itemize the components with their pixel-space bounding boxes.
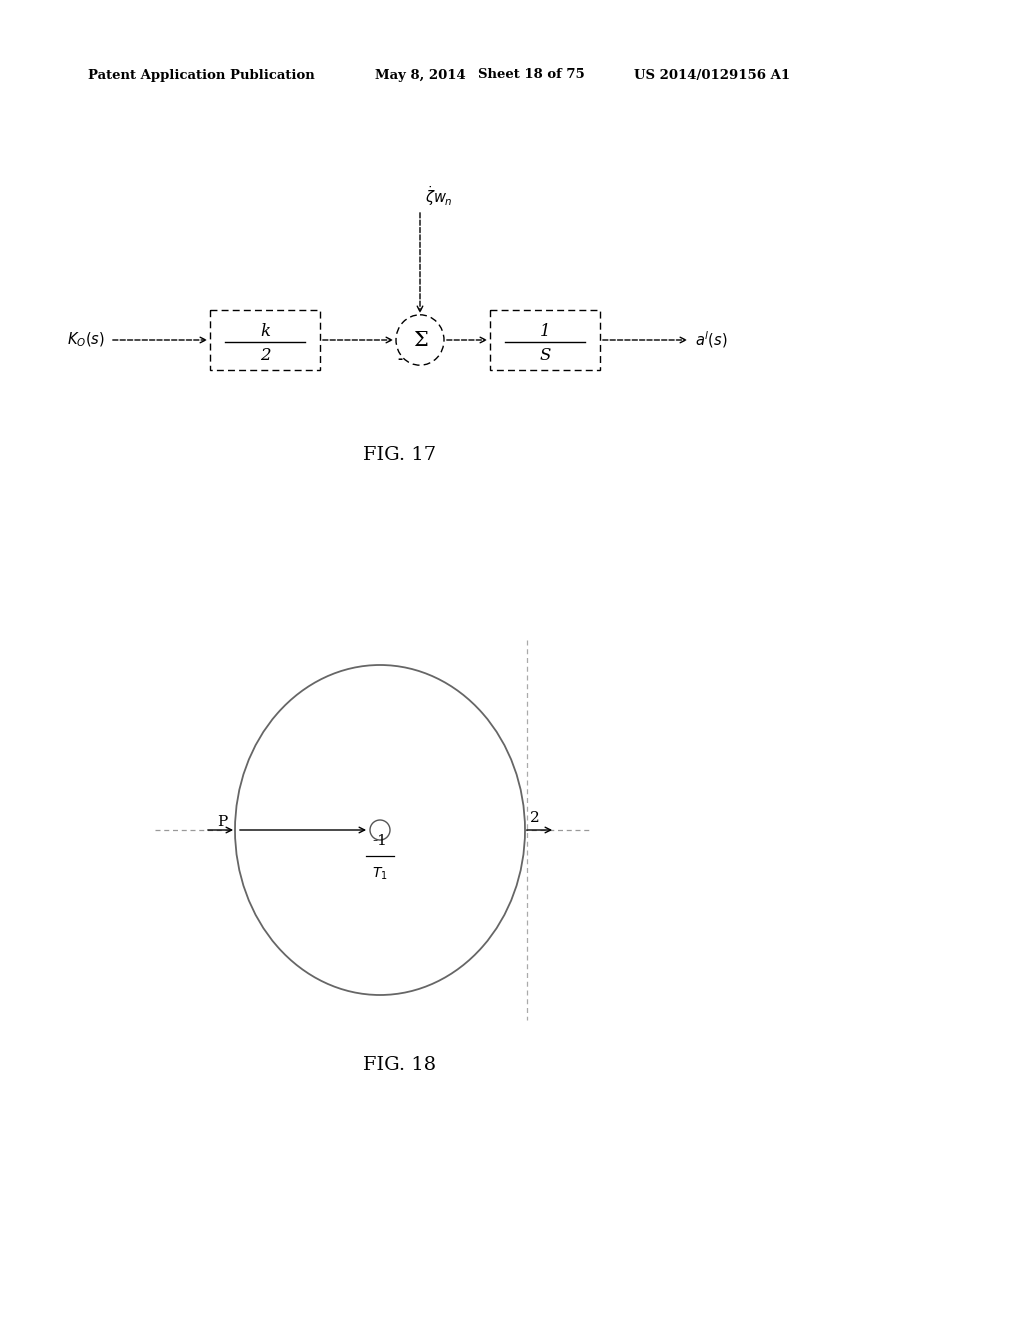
Text: $K_O(s)$: $K_O(s)$ bbox=[68, 331, 105, 350]
Text: -1: -1 bbox=[373, 834, 387, 847]
Text: $a^l(s)$: $a^l(s)$ bbox=[695, 330, 728, 350]
Text: S: S bbox=[540, 346, 551, 363]
Text: 2: 2 bbox=[530, 810, 540, 825]
Ellipse shape bbox=[396, 314, 444, 366]
Ellipse shape bbox=[234, 665, 525, 995]
Text: Sheet 18 of 75: Sheet 18 of 75 bbox=[478, 69, 585, 82]
Text: FIG. 18: FIG. 18 bbox=[364, 1056, 436, 1074]
Text: P: P bbox=[217, 814, 227, 829]
Text: Patent Application Publication: Patent Application Publication bbox=[88, 69, 314, 82]
Text: $T_1$: $T_1$ bbox=[372, 866, 388, 882]
Text: Σ: Σ bbox=[413, 330, 427, 350]
Bar bbox=[490, 310, 600, 370]
Bar bbox=[210, 310, 319, 370]
Text: 2: 2 bbox=[260, 346, 270, 363]
Text: May 8, 2014: May 8, 2014 bbox=[375, 69, 466, 82]
Text: 1: 1 bbox=[540, 322, 550, 339]
Text: US 2014/0129156 A1: US 2014/0129156 A1 bbox=[634, 69, 791, 82]
Text: -: - bbox=[397, 354, 402, 367]
Text: FIG. 17: FIG. 17 bbox=[364, 446, 436, 465]
Circle shape bbox=[370, 820, 390, 840]
Text: k: k bbox=[260, 322, 270, 339]
Text: $\dot{\zeta}w_n$: $\dot{\zeta}w_n$ bbox=[425, 185, 453, 209]
